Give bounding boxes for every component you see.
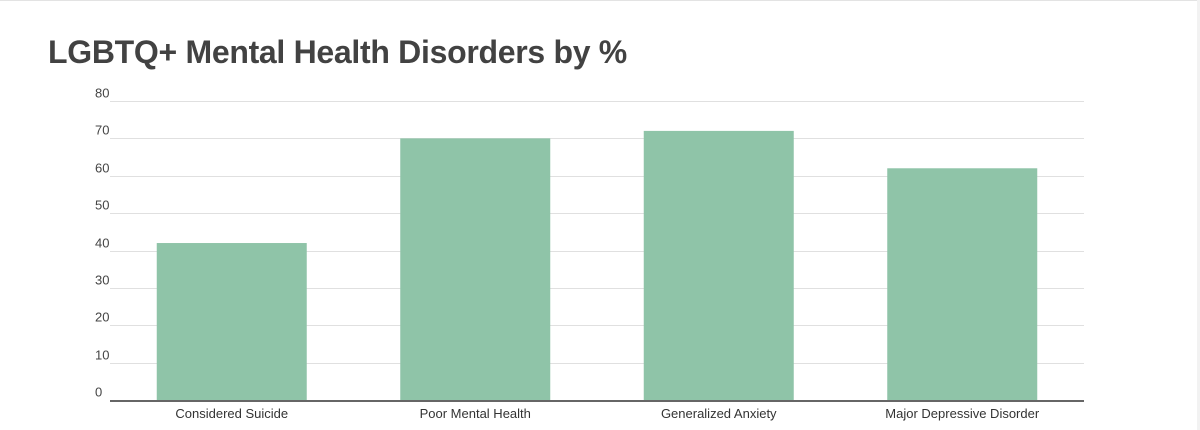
y-tick-label: 10 (95, 348, 109, 363)
x-category-label: Poor Mental Health (420, 406, 531, 421)
bars (156, 130, 1038, 400)
y-tick-label: 80 (95, 86, 109, 101)
x-category-label: Considered Suicide (175, 406, 288, 421)
bar (156, 243, 307, 400)
y-tick-label: 60 (95, 161, 109, 176)
y-tick-label: 30 (95, 273, 109, 288)
bar (400, 138, 551, 400)
y-tick-label: 20 (95, 310, 109, 325)
x-category-label: Generalized Anxiety (661, 406, 777, 421)
y-axis-ticks: 0 10 20 30 40 50 60 70 80 (95, 86, 109, 400)
y-tick-label: 0 (95, 385, 102, 400)
top-border (0, 0, 1200, 1)
x-category-label: Major Depressive Disorder (885, 406, 1040, 421)
y-tick-label: 40 (95, 236, 109, 251)
bar (887, 168, 1038, 400)
chart-title: LGBTQ+ Mental Health Disorders by % (48, 34, 627, 70)
bar (643, 130, 794, 400)
y-tick-label: 70 (95, 123, 109, 138)
x-axis-labels: Considered Suicide Poor Mental Health Gene… (175, 406, 1039, 421)
y-tick-label: 50 (95, 198, 109, 213)
right-edge-strip (1197, 0, 1200, 430)
